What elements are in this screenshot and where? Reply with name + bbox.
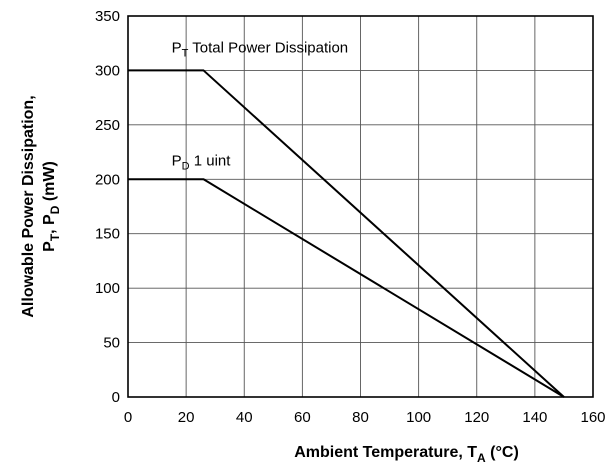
y-tick-label: 200 — [95, 171, 120, 188]
y-tick-label: 350 — [95, 8, 120, 25]
y-tick-label: 300 — [95, 62, 120, 79]
series-label-1: PT Total Power Dissipation — [172, 39, 349, 59]
series-line-1 — [128, 69, 565, 398]
x-tick-label: 160 — [580, 409, 605, 426]
y-tick-label: 100 — [95, 280, 120, 297]
x-tick-label: 80 — [352, 409, 369, 426]
x-tick-label: 20 — [178, 409, 195, 426]
x-axis-title: Ambient Temperature, TA (°C) — [294, 444, 519, 465]
y-tick-label: 250 — [95, 117, 120, 134]
y-tick-label: 150 — [95, 226, 120, 243]
x-tick-label: 40 — [236, 409, 253, 426]
plot-frame — [127, 15, 594, 398]
x-tick-label: 0 — [124, 409, 132, 426]
x-tick-label: 120 — [464, 409, 489, 426]
series-line-2 — [128, 178, 565, 398]
y-axis-title-line2: PT, PD (mW) — [41, 161, 62, 252]
y-tick-label: 0 — [112, 389, 120, 406]
x-tick-label: 100 — [406, 409, 431, 426]
y-axis-title-line1: Allowable Power Dissipation, — [20, 95, 37, 317]
series-label-2: PD 1 uint — [172, 152, 232, 172]
x-tick-label: 60 — [294, 409, 311, 426]
y-tick-label: 50 — [103, 335, 120, 352]
x-tick-label: 140 — [522, 409, 547, 426]
